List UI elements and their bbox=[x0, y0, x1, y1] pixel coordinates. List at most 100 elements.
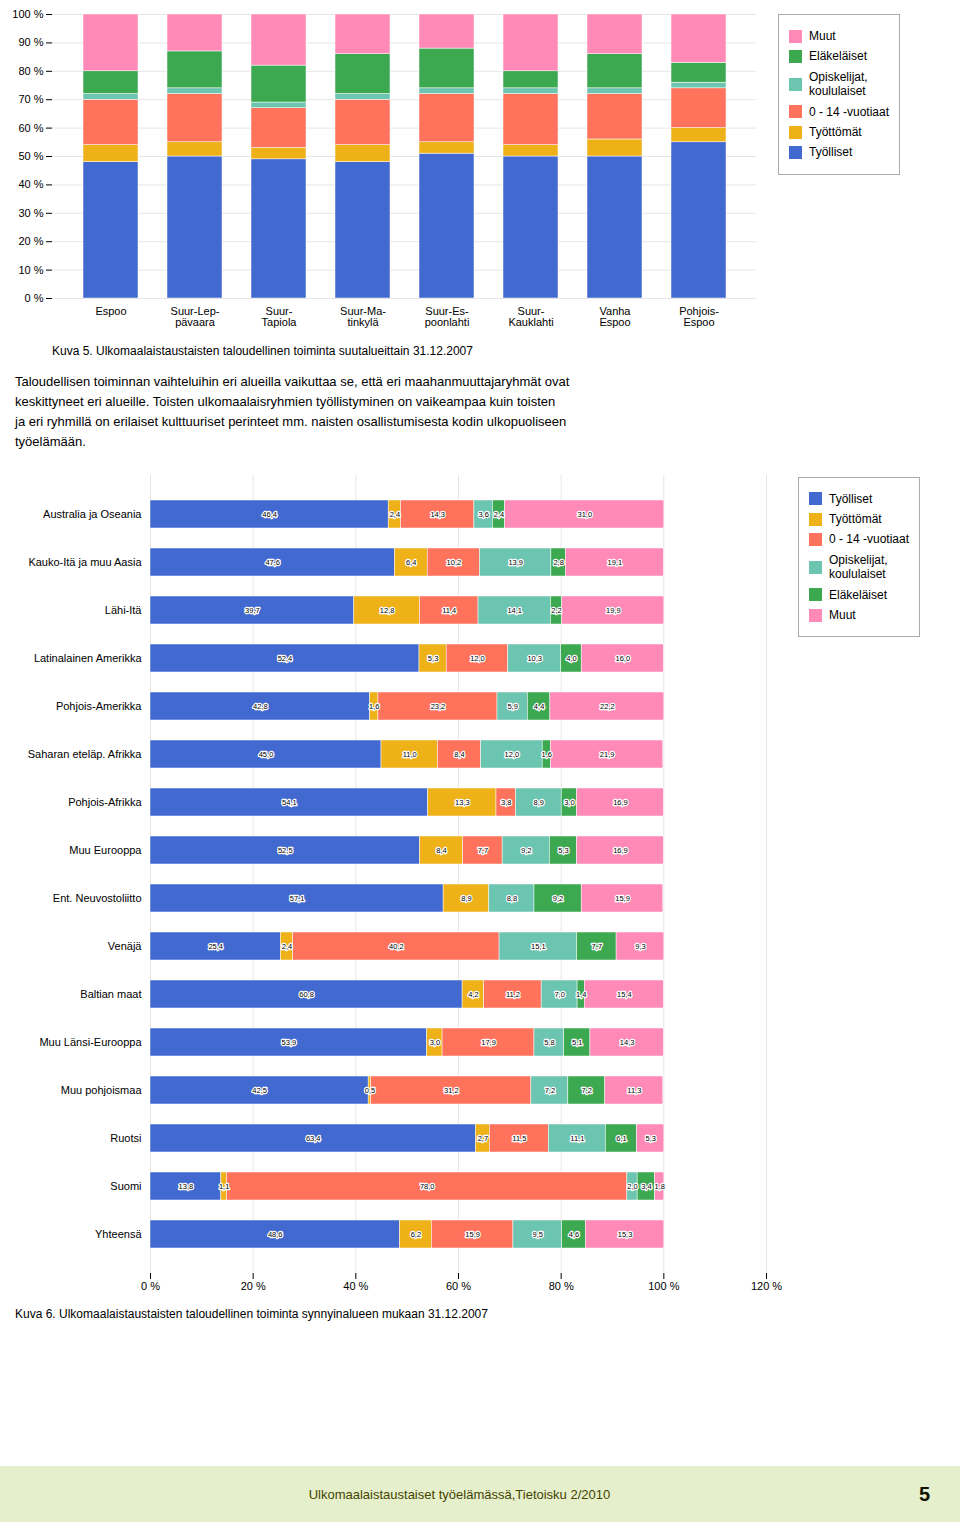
svg-text:45,0: 45,0 bbox=[259, 749, 274, 758]
svg-text:31,2: 31,2 bbox=[444, 1085, 459, 1094]
svg-text:9,2: 9,2 bbox=[521, 845, 531, 854]
svg-text:2,4: 2,4 bbox=[390, 509, 400, 518]
svg-text:46,4: 46,4 bbox=[262, 509, 277, 518]
svg-text:52,5: 52,5 bbox=[278, 845, 293, 854]
svg-text:25,4: 25,4 bbox=[208, 941, 223, 950]
svg-text:8,9: 8,9 bbox=[461, 893, 471, 902]
svg-text:9,2: 9,2 bbox=[553, 893, 563, 902]
svg-text:100 %: 100 % bbox=[12, 8, 43, 20]
svg-text:47,6: 47,6 bbox=[265, 557, 280, 566]
svg-text:1,1: 1,1 bbox=[219, 1181, 229, 1190]
svg-text:8,4: 8,4 bbox=[454, 749, 464, 758]
svg-text:5,9: 5,9 bbox=[507, 701, 517, 710]
svg-text:15,4: 15,4 bbox=[617, 989, 632, 998]
svg-text:12,0: 12,0 bbox=[470, 653, 485, 662]
svg-text:19,9: 19,9 bbox=[606, 605, 621, 614]
svg-text:4,4: 4,4 bbox=[534, 701, 544, 710]
svg-text:Australia ja Oseania: Australia ja Oseania bbox=[43, 508, 142, 520]
svg-text:53,9: 53,9 bbox=[282, 1037, 297, 1046]
svg-text:Ruotsi: Ruotsi bbox=[110, 1132, 141, 1144]
svg-text:Venäjä: Venäjä bbox=[108, 940, 143, 952]
svg-text:54,1: 54,1 bbox=[282, 797, 297, 806]
svg-text:40 %: 40 % bbox=[343, 1280, 368, 1292]
svg-text:VanhaEspoo: VanhaEspoo bbox=[599, 305, 631, 328]
svg-text:100 %: 100 % bbox=[648, 1280, 679, 1292]
svg-text:9,5: 9,5 bbox=[533, 1229, 543, 1238]
svg-text:3,0: 3,0 bbox=[564, 797, 574, 806]
svg-text:Muu pohjoismaa: Muu pohjoismaa bbox=[61, 1084, 143, 1096]
svg-text:14,3: 14,3 bbox=[430, 509, 445, 518]
svg-text:10,2: 10,2 bbox=[447, 557, 462, 566]
svg-text:4,0: 4,0 bbox=[566, 653, 576, 662]
svg-text:10 %: 10 % bbox=[18, 264, 43, 276]
svg-text:31,0: 31,0 bbox=[577, 509, 592, 518]
svg-text:15,9: 15,9 bbox=[615, 893, 630, 902]
svg-text:16,0: 16,0 bbox=[615, 653, 630, 662]
svg-text:7,7: 7,7 bbox=[478, 845, 488, 854]
svg-text:60,8: 60,8 bbox=[299, 989, 314, 998]
svg-text:9,3: 9,3 bbox=[635, 941, 645, 950]
svg-text:1,6: 1,6 bbox=[369, 701, 379, 710]
svg-text:Kauko-Itä ja muu Aasia: Kauko-Itä ja muu Aasia bbox=[28, 556, 142, 568]
svg-text:Ent. Neuvostoliitto: Ent. Neuvostoliitto bbox=[53, 892, 142, 904]
svg-text:50 %: 50 % bbox=[18, 150, 43, 162]
svg-text:1,6: 1,6 bbox=[542, 749, 552, 758]
svg-text:1,4: 1,4 bbox=[576, 989, 586, 998]
svg-text:7,2: 7,2 bbox=[582, 1085, 592, 1094]
svg-text:4,6: 4,6 bbox=[569, 1229, 579, 1238]
svg-text:30 %: 30 % bbox=[18, 207, 43, 219]
svg-text:Suur-Es-poonlahti: Suur-Es-poonlahti bbox=[425, 305, 470, 328]
svg-text:13,8: 13,8 bbox=[179, 1181, 194, 1190]
svg-text:2,0: 2,0 bbox=[627, 1181, 637, 1190]
svg-text:Suomi: Suomi bbox=[110, 1180, 141, 1192]
svg-text:Suur-Lep-pävaara: Suur-Lep-pävaara bbox=[171, 305, 220, 328]
svg-text:39,7: 39,7 bbox=[245, 605, 260, 614]
svg-text:3,8: 3,8 bbox=[501, 797, 511, 806]
svg-text:8,9: 8,9 bbox=[534, 797, 544, 806]
svg-text:3,0: 3,0 bbox=[430, 1037, 440, 1046]
svg-text:14,3: 14,3 bbox=[620, 1037, 635, 1046]
svg-text:Lähi-Itä: Lähi-Itä bbox=[105, 604, 143, 616]
svg-text:80 %: 80 % bbox=[18, 65, 43, 77]
svg-text:5,3: 5,3 bbox=[646, 1133, 656, 1142]
svg-text:Latinalainen Amerikka: Latinalainen Amerikka bbox=[34, 652, 143, 664]
svg-text:63,4: 63,4 bbox=[306, 1133, 321, 1142]
svg-text:16,9: 16,9 bbox=[613, 797, 628, 806]
svg-text:15,1: 15,1 bbox=[531, 941, 546, 950]
svg-text:13,3: 13,3 bbox=[455, 797, 470, 806]
svg-text:52,4: 52,4 bbox=[278, 653, 293, 662]
svg-text:Muu Länsi-Eurooppa: Muu Länsi-Eurooppa bbox=[39, 1036, 142, 1048]
svg-text:Espoo: Espoo bbox=[95, 305, 126, 317]
svg-text:Suur-Ma-tinkylä: Suur-Ma-tinkylä bbox=[340, 305, 386, 328]
svg-text:48,6: 48,6 bbox=[268, 1229, 283, 1238]
svg-text:13,9: 13,9 bbox=[508, 557, 523, 566]
svg-text:5,3: 5,3 bbox=[558, 845, 568, 854]
svg-text:42,8: 42,8 bbox=[253, 701, 268, 710]
svg-text:80 %: 80 % bbox=[549, 1280, 574, 1292]
svg-text:5,3: 5,3 bbox=[428, 653, 438, 662]
svg-text:Muu Eurooppa: Muu Eurooppa bbox=[69, 844, 142, 856]
svg-text:60 %: 60 % bbox=[18, 122, 43, 134]
svg-text:60 %: 60 % bbox=[446, 1280, 471, 1292]
svg-text:70 %: 70 % bbox=[18, 93, 43, 105]
svg-text:23,2: 23,2 bbox=[431, 701, 446, 710]
svg-text:11,1: 11,1 bbox=[570, 1133, 584, 1142]
svg-text:5,8: 5,8 bbox=[544, 1037, 554, 1046]
svg-text:20 %: 20 % bbox=[18, 235, 43, 247]
svg-text:0,5: 0,5 bbox=[365, 1085, 375, 1094]
svg-text:22,2: 22,2 bbox=[600, 701, 615, 710]
svg-text:11,3: 11,3 bbox=[627, 1085, 641, 1094]
svg-text:2,4: 2,4 bbox=[494, 509, 504, 518]
svg-text:7,7: 7,7 bbox=[592, 941, 602, 950]
svg-text:17,9: 17,9 bbox=[481, 1037, 496, 1046]
svg-text:40 %: 40 % bbox=[18, 178, 43, 190]
svg-text:11,4: 11,4 bbox=[442, 605, 456, 614]
svg-text:11,0: 11,0 bbox=[403, 749, 417, 758]
svg-text:0 %: 0 % bbox=[25, 292, 44, 304]
svg-text:16,9: 16,9 bbox=[613, 845, 628, 854]
svg-text:42,5: 42,5 bbox=[252, 1085, 267, 1094]
svg-text:3,4: 3,4 bbox=[641, 1181, 651, 1190]
svg-text:Pohjois-Amerikka: Pohjois-Amerikka bbox=[56, 700, 142, 712]
svg-text:15,9: 15,9 bbox=[465, 1229, 480, 1238]
svg-text:10,3: 10,3 bbox=[527, 653, 542, 662]
